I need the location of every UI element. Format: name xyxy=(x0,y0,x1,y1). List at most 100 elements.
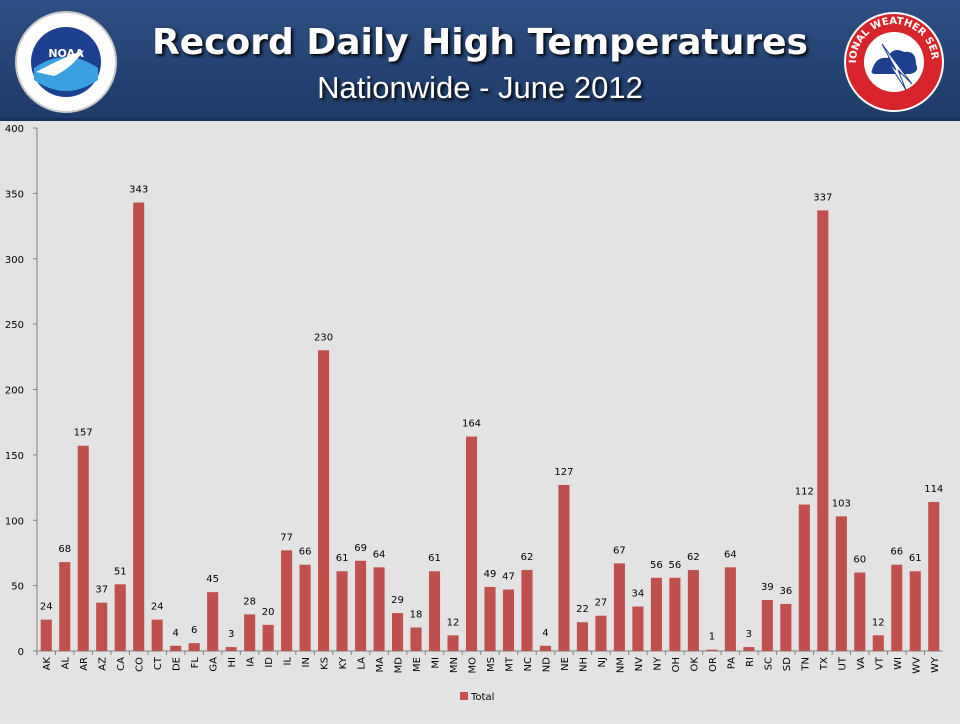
data-label-il: 77 xyxy=(280,532,293,543)
x-tick-label-ks: KS xyxy=(320,657,331,670)
x-tick-label-pa: PA xyxy=(726,657,737,669)
data-label-tn: 112 xyxy=(795,487,814,498)
x-tick-label-tx: TX xyxy=(819,657,830,671)
bar-sc xyxy=(761,600,773,651)
bar-wy xyxy=(928,501,940,651)
data-label-mn: 12 xyxy=(447,617,460,628)
bar-nh xyxy=(576,622,588,651)
bar-ok xyxy=(687,569,699,651)
x-tick-label-me: ME xyxy=(412,657,423,672)
bar-nm xyxy=(613,563,625,651)
x-tick-label-wi: WI xyxy=(893,657,904,670)
x-tick-label-de: DE xyxy=(172,657,183,671)
x-tick-label-mi: MI xyxy=(431,657,442,669)
bar-md xyxy=(392,613,404,651)
data-label-me: 18 xyxy=(410,609,423,620)
bar-de xyxy=(170,645,182,651)
bar-in xyxy=(299,564,311,651)
data-label-az: 37 xyxy=(95,585,108,596)
data-label-ky: 61 xyxy=(336,553,349,564)
x-tick-label-ct: CT xyxy=(153,656,164,670)
x-tick-label-nj: NJ xyxy=(597,657,608,667)
page-title: Record Daily High Temperatures xyxy=(152,22,808,63)
bar-ak xyxy=(40,619,52,651)
data-label-in: 66 xyxy=(299,547,312,558)
x-tick-label-mo: MO xyxy=(468,657,479,674)
x-tick-label-or: OR xyxy=(708,657,719,672)
header-banner: NOAA Record Daily High Temperatures Nati… xyxy=(0,0,960,121)
data-label-nd: 4 xyxy=(542,628,548,639)
bar-la xyxy=(355,560,367,651)
bar-or xyxy=(706,649,718,651)
data-label-wy: 114 xyxy=(924,484,943,495)
bar-ia xyxy=(244,614,256,651)
data-label-ma: 64 xyxy=(373,549,386,560)
y-tick-label: 100 xyxy=(5,516,24,527)
bar-vt xyxy=(872,635,884,651)
x-tick-label-va: VA xyxy=(856,657,867,670)
data-label-vt: 12 xyxy=(872,617,885,628)
data-label-ok: 62 xyxy=(687,552,700,563)
bar-me xyxy=(410,627,422,651)
data-label-fl: 6 xyxy=(191,625,197,636)
x-tick-label-nh: NH xyxy=(578,657,589,672)
x-tick-label-nv: NV xyxy=(634,657,645,671)
data-label-md: 29 xyxy=(391,595,404,606)
x-tick-label-nd: ND xyxy=(541,657,552,672)
y-tick-label: 300 xyxy=(5,255,24,266)
bar-ks xyxy=(318,350,330,651)
bar-mo xyxy=(465,436,478,651)
x-tick-label-ok: OK xyxy=(689,657,700,672)
legend-swatch xyxy=(460,692,468,700)
data-label-mt: 47 xyxy=(502,572,515,583)
y-tick-label: 350 xyxy=(5,189,24,200)
data-label-co: 343 xyxy=(129,185,148,196)
data-label-nh: 22 xyxy=(576,604,589,615)
x-tick-label-oh: OH xyxy=(671,657,682,672)
bar-ct xyxy=(151,619,163,651)
bar-fl xyxy=(188,643,200,651)
data-label-wi: 66 xyxy=(890,547,903,558)
bar-az xyxy=(96,602,108,651)
legend-label: Total xyxy=(470,692,494,703)
bar-ga xyxy=(207,592,219,651)
x-tick-label-wv: WV xyxy=(911,657,922,674)
data-label-ms: 49 xyxy=(484,569,497,580)
x-tick-label-tn: TN xyxy=(800,657,811,672)
x-tick-label-nm: NM xyxy=(615,657,626,673)
bar-nd xyxy=(539,645,552,651)
x-tick-label-fl: FL xyxy=(190,657,201,669)
x-tick-label-az: AZ xyxy=(98,657,109,671)
bar-mi xyxy=(428,571,441,651)
data-label-ak: 24 xyxy=(40,602,53,613)
data-label-pa: 64 xyxy=(724,549,737,560)
y-tick-label: 250 xyxy=(5,320,24,331)
data-label-ca: 51 xyxy=(114,566,127,577)
data-label-ut: 103 xyxy=(832,498,851,509)
data-label-wv: 61 xyxy=(909,553,922,564)
bar-nv xyxy=(632,606,644,651)
data-label-oh: 56 xyxy=(669,560,682,571)
x-tick-label-ut: UT xyxy=(837,656,848,670)
bar-ri xyxy=(743,647,755,651)
x-tick-label-in: IN xyxy=(301,657,312,667)
x-tick-label-ny: NY xyxy=(652,656,663,670)
data-label-ar: 157 xyxy=(74,428,93,439)
data-label-sd: 36 xyxy=(779,586,792,597)
x-tick-label-sd: SD xyxy=(782,657,793,671)
data-label-al: 68 xyxy=(58,544,71,555)
noaa-logo: NOAA xyxy=(15,11,117,113)
bar-nj xyxy=(595,615,607,651)
x-tick-label-ak: AK xyxy=(42,657,53,671)
bar-ky xyxy=(336,571,348,651)
bar-nc xyxy=(521,569,533,651)
x-tick-label-ri: RI xyxy=(745,657,756,667)
chart-area: 0 50 100 150 200 250 300 350 400 24 AK 68 AL 157 AR 37 A… xyxy=(0,121,960,720)
y-tick-label: 0 xyxy=(18,647,24,658)
bar-mn xyxy=(447,635,459,651)
data-label-nc: 62 xyxy=(521,552,534,563)
data-label-hi: 3 xyxy=(228,629,234,640)
data-label-sc: 39 xyxy=(761,582,774,593)
data-label-ri: 3 xyxy=(746,629,752,640)
bar-sd xyxy=(780,603,792,651)
